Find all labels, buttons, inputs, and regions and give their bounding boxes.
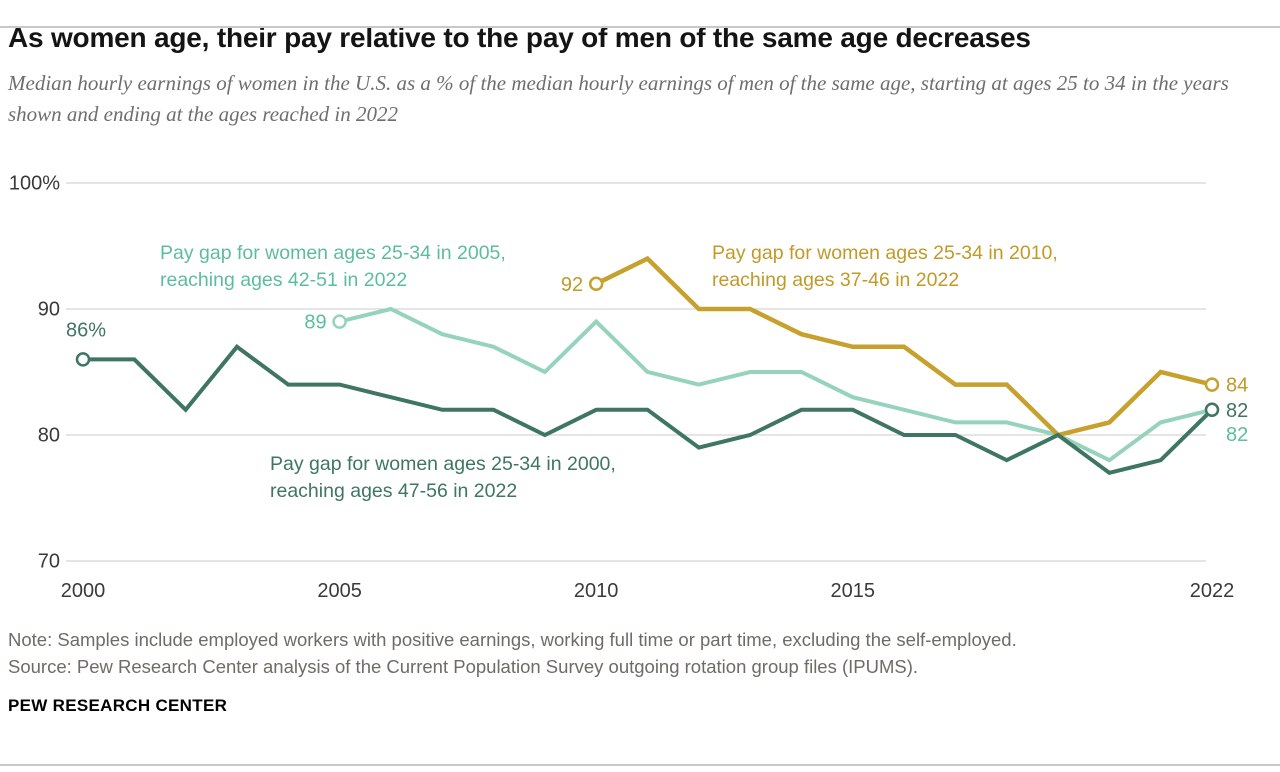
annotation-2000-cohort: Pay gap for women ages 25-34 in 2000, re… (270, 451, 616, 505)
series-line-cohort_2010 (595, 255, 1213, 438)
x-axis-tick-label: 2015 (831, 580, 876, 602)
line-chart: 100% 90 80 70 2000 2005 2010 2015 2022 89 82 92 84 86… (8, 148, 1272, 618)
x-axis-tick-label: 2022 (1190, 580, 1235, 602)
chart-source: Source: Pew Research Center analysis of … (8, 656, 919, 677)
end-value-label-cohort_2010: 84 (1226, 375, 1248, 397)
x-axis-tick-label: 2000 (61, 580, 106, 602)
pew-research-center-wordmark: PEW RESEARCH CENTER (8, 696, 228, 715)
start-point-marker-cohort_2000 (75, 352, 91, 367)
annotation-2010-cohort: Pay gap for women ages 25-34 in 2010, re… (712, 240, 1058, 294)
annotation-text-line: reaching ages 37-46 in 2022 (712, 269, 960, 291)
end-point-marker-cohort_2010 (1204, 377, 1220, 392)
annotation-text-line: reaching ages 47-56 in 2022 (270, 480, 518, 502)
bottom-border (0, 764, 1280, 766)
annotation-text-line: Pay gap for women ages 25-34 in 2010, (712, 242, 1058, 264)
chart-note: Note: Samples include employed workers w… (8, 629, 1017, 650)
start-value-label-cohort_2000: 86% (66, 319, 106, 341)
x-axis-tick-label: 2010 (574, 580, 619, 602)
start-value-label-cohort_2010: 92 (561, 274, 583, 296)
start-point-marker-cohort_2010 (588, 276, 604, 292)
y-axis-tick-label: 70 (38, 551, 60, 573)
y-axis-tick-label: 80 (38, 425, 60, 447)
end-value-label-cohort_2005: 82 (1226, 424, 1248, 446)
end-value-label-cohort_2000: 82 (1226, 400, 1248, 422)
y-axis-tick-label: 90 (38, 299, 60, 321)
chart-subtitle: Median hourly earnings of women in the U… (8, 71, 1229, 126)
annotation-text-line: Pay gap for women ages 25-34 in 2000, (270, 453, 616, 475)
annotation-text-line: reaching ages 42-51 in 2022 (160, 269, 408, 291)
start-value-label-cohort_2005: 89 (304, 312, 326, 334)
annotation-text-line: Pay gap for women ages 25-34 in 2005, (160, 242, 506, 264)
top-border (0, 26, 1280, 28)
y-axis-tick-label: 100% (9, 173, 60, 195)
series-line-cohort_2000 (83, 344, 1214, 475)
start-point-marker-cohort_2005 (332, 314, 347, 329)
annotation-2005-cohort: Pay gap for women ages 25-34 in 2005, re… (160, 240, 506, 294)
chart-card: As women age, their pay relative to the … (0, 20, 1280, 716)
series-line-cohort_2005 (339, 306, 1213, 463)
end-point-marker-cohort_2000 (1204, 402, 1220, 418)
x-axis-tick-label: 2005 (317, 580, 362, 602)
